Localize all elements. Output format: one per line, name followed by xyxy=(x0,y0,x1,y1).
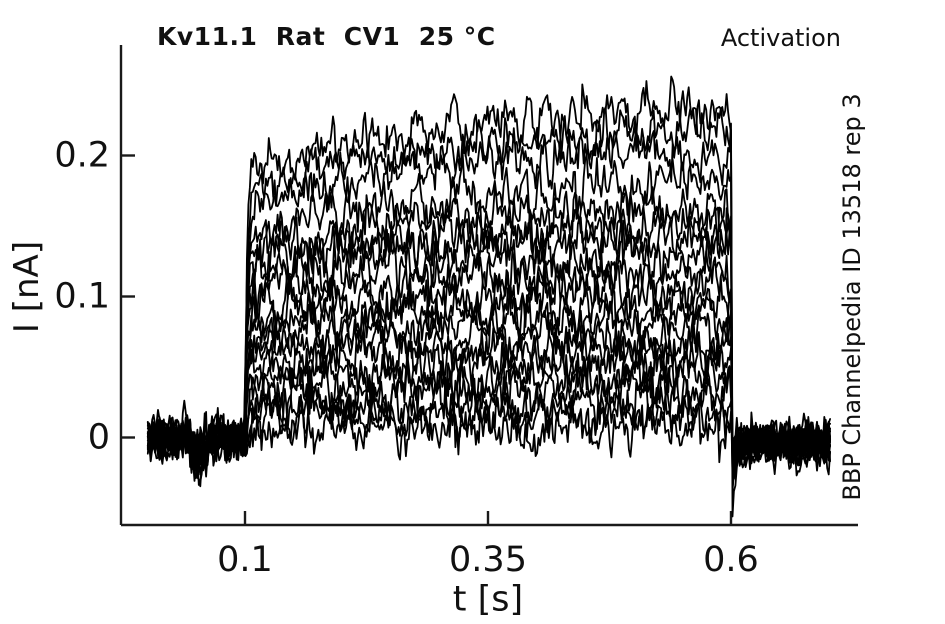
current-trace xyxy=(146,122,831,472)
current-trace xyxy=(146,75,831,518)
y-axis-label: I [nA] xyxy=(7,240,47,334)
y-tick-label-0p1: 0.1 xyxy=(54,276,110,317)
x-axis-label: t [s] xyxy=(452,579,524,620)
protocol-label: Activation xyxy=(720,24,841,52)
current-trace xyxy=(146,305,831,470)
current-trace xyxy=(146,152,831,475)
current-trace xyxy=(146,250,831,480)
current-trace xyxy=(146,394,831,468)
current-trace xyxy=(146,284,831,482)
y-tick-label-0: 0 xyxy=(87,417,110,458)
y-tick-label-0p2: 0.2 xyxy=(54,135,110,176)
x-tick-label-0p1: 0.1 xyxy=(217,540,273,580)
plot-title: Kv11.1 Rat CV1 25 °C xyxy=(157,22,496,51)
current-trace xyxy=(146,329,831,488)
watermark-label: BBP Channelpedia ID 13518 rep 3 xyxy=(838,93,866,501)
current-trace xyxy=(146,219,831,473)
current-trace xyxy=(146,250,831,486)
x-tick-label-0p6: 0.6 xyxy=(703,540,759,580)
x-tick-label-0p35: 0.35 xyxy=(449,540,527,580)
current-trace xyxy=(146,207,831,477)
